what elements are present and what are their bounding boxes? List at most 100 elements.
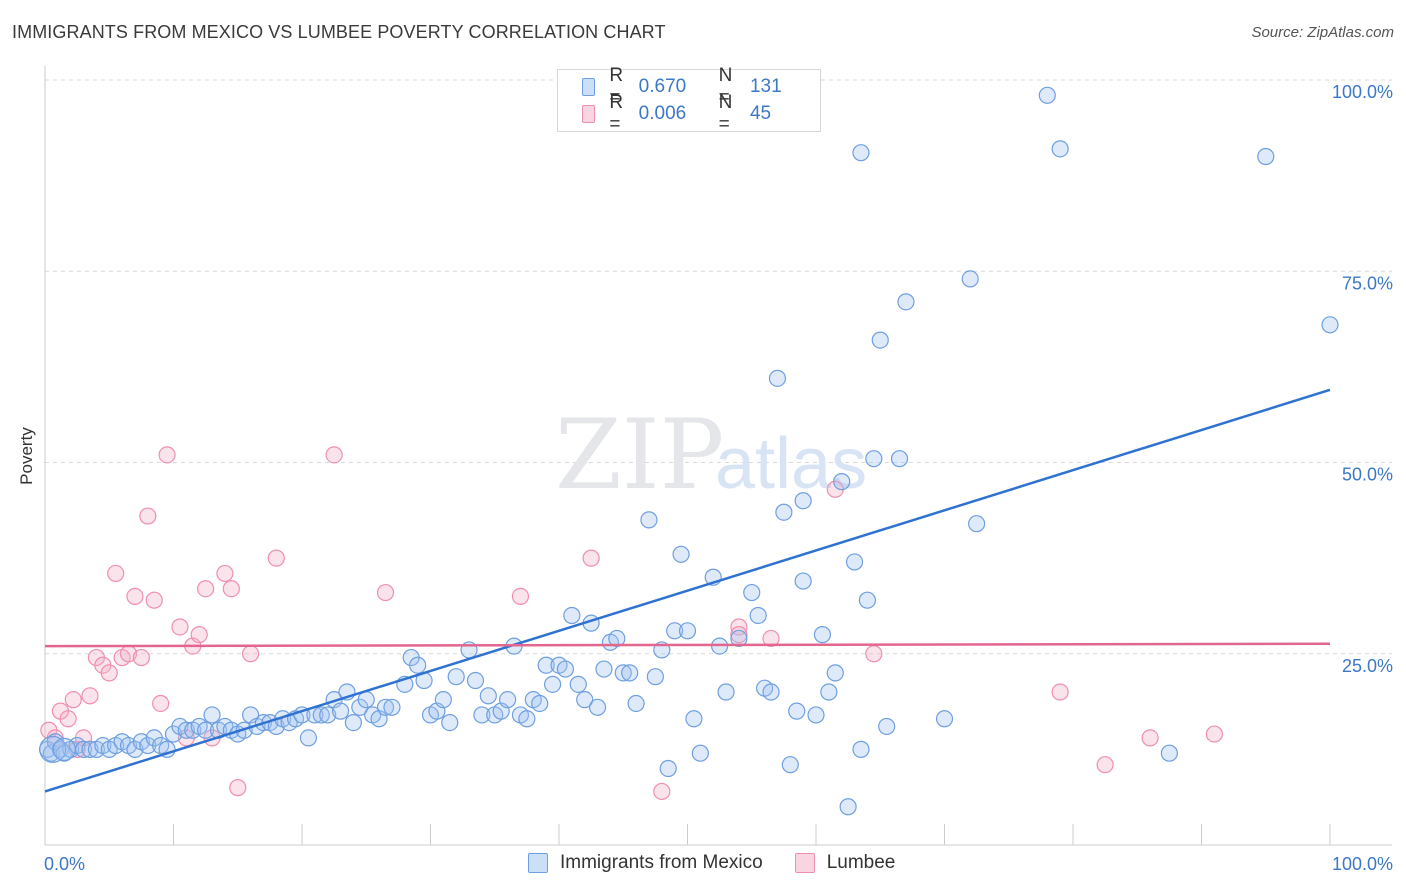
data-point-mexico (762, 683, 780, 701)
y-tick-label: 100.0% (1332, 82, 1393, 102)
data-point-mexico (531, 694, 549, 713)
legend-row-mexico: R = 0.670 N = 131 (582, 65, 820, 108)
data-point-lumbee (216, 564, 234, 583)
legend-label-lumbee: Lumbee (826, 852, 896, 873)
data-points (38, 86, 1339, 816)
data-point-mexico (563, 606, 581, 625)
r-value: 0.006 (638, 103, 687, 124)
data-point-mexico (858, 591, 877, 609)
series-legend: Immigrants from Mexico Lumbee (528, 852, 927, 874)
data-point-mexico (878, 717, 896, 736)
data-point-mexico (344, 713, 362, 732)
data-point-mexico (845, 553, 864, 571)
legend-swatch-lumbee (582, 105, 596, 123)
y-axis-label: Poverty (17, 427, 36, 485)
data-point-mexico (871, 331, 889, 349)
data-point-mexico (312, 706, 330, 724)
data-point-mexico (833, 473, 851, 491)
data-point-lumbee (730, 626, 748, 644)
trend-lines (44, 388, 1331, 793)
data-point-mexico (839, 798, 857, 816)
data-point-lumbee (197, 580, 215, 598)
data-point-mexico (826, 664, 844, 682)
data-point-mexico (781, 756, 799, 774)
data-point-mexico (768, 369, 787, 387)
x-tick-label: 0.0% (44, 854, 85, 874)
data-point-lumbee (190, 626, 208, 644)
data-point-mexico (543, 675, 562, 693)
trend-line-lumbee (44, 642, 1331, 648)
data-point-lumbee (376, 583, 395, 602)
data-point-lumbee (158, 446, 176, 464)
data-point-mexico (961, 270, 979, 288)
legend-row-lumbee: R = 0.006 N = 45 (582, 92, 820, 135)
legend-item-lumbee[interactable]: Lumbee (794, 852, 896, 874)
data-point-mexico (537, 656, 555, 674)
data-point-lumbee (1051, 683, 1069, 701)
data-point-mexico (576, 691, 594, 709)
data-point-mexico (466, 671, 485, 690)
data-point-mexico (621, 664, 639, 682)
watermark-atlas: atlas (715, 424, 867, 504)
y-tick-label: 25.0% (1342, 656, 1393, 676)
y-tick-label: 75.0% (1342, 273, 1393, 293)
chart-title: IMMIGRANTS FROM MEXICO VS LUMBEE POVERTY… (12, 22, 666, 42)
data-point-mexico (588, 698, 607, 716)
data-point-mexico (935, 710, 954, 728)
data-point-mexico (627, 694, 645, 713)
n-label: N = (718, 92, 733, 135)
y-tick-label: 50.0% (1342, 465, 1393, 485)
data-point-mexico (518, 710, 536, 728)
watermark-zip: ZIP (555, 399, 724, 511)
x-tick-label: 100.0% (1332, 854, 1393, 874)
watermark: ZIP atlas (555, 399, 867, 511)
legend-item-mexico[interactable]: Immigrants from Mexico (528, 852, 763, 874)
data-point-mexico (556, 660, 575, 678)
data-point-lumbee (762, 629, 780, 648)
data-point-mexico (672, 545, 690, 563)
legend-label-mexico: Immigrants from Mexico (560, 852, 763, 873)
axes (44, 66, 1392, 846)
correlation-legend: R = 0.670 N = 131 R = 0.006 N = 45 (557, 65, 821, 135)
data-point-mexico (743, 583, 761, 602)
data-point-lumbee (152, 694, 170, 713)
data-point-mexico (717, 683, 735, 701)
data-point-mexico (666, 622, 684, 640)
data-point-lumbee (132, 648, 150, 667)
data-point-lumbee (582, 549, 600, 567)
data-point-mexico (813, 626, 832, 644)
trend-line-mexico (44, 388, 1331, 793)
data-point-mexico (1321, 316, 1339, 334)
data-point-mexico (319, 706, 337, 724)
data-point-lumbee (267, 549, 285, 567)
data-point-mexico (1160, 744, 1178, 762)
data-point-mexico (685, 710, 703, 728)
data-point-mexico (890, 450, 909, 468)
data-point-mexico (447, 668, 465, 686)
n-label: N = (718, 65, 733, 108)
n-value: 131 (749, 76, 782, 97)
n-value: 45 (749, 103, 772, 124)
legend-swatch-lumbee (794, 853, 815, 873)
data-point-mexico (1038, 86, 1056, 104)
data-point-mexico (409, 656, 427, 674)
data-point-lumbee (171, 618, 189, 636)
data-point-mexico (299, 729, 318, 747)
data-point-mexico (499, 691, 517, 709)
data-point-mexico (897, 293, 915, 311)
grid-lines (45, 79, 1392, 655)
data-point-lumbee (100, 664, 118, 682)
data-point-lumbee (653, 782, 671, 801)
data-point-mexico (383, 698, 401, 716)
data-point-lumbee (81, 687, 99, 705)
data-point-mexico (441, 713, 459, 732)
data-point-mexico (81, 740, 99, 758)
data-point-lumbee (1205, 725, 1223, 743)
data-point-lumbee (242, 645, 260, 663)
data-point-lumbee (64, 691, 82, 709)
data-point-mexico (807, 706, 825, 724)
r-label: R = (609, 65, 624, 108)
data-point-mexico (691, 744, 709, 762)
data-point-lumbee (139, 507, 157, 525)
